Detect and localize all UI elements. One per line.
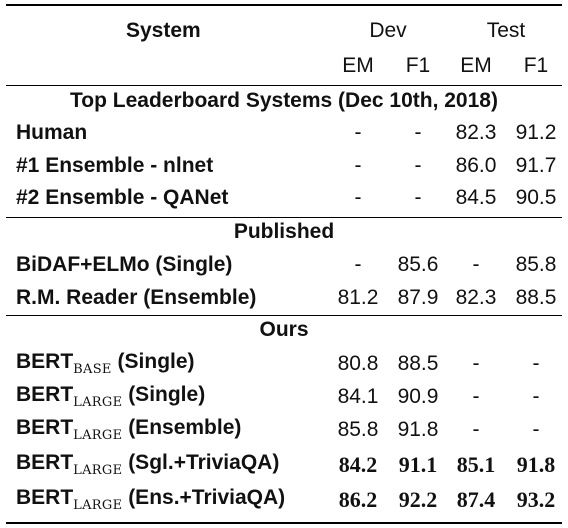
dev-em: - xyxy=(354,120,362,144)
section-published: Published xyxy=(6,215,562,248)
test-f1: 93.2 xyxy=(516,486,556,512)
dev-em: - xyxy=(354,153,362,177)
system-name: #2 Ensemble - QANet xyxy=(16,185,229,209)
header-test-f1: F1 xyxy=(523,53,549,77)
section-title-ours: Ours xyxy=(259,317,309,341)
dev-f1: 88.5 xyxy=(397,351,439,375)
section-ours: Ours xyxy=(6,313,562,346)
header-test-em: EM xyxy=(460,53,492,77)
test-em: 86.0 xyxy=(455,153,497,177)
test-em: 85.1 xyxy=(456,451,496,477)
bottom-rule xyxy=(6,522,562,524)
table-row: BERTLARGE (Ens.+TriviaQA) 86.2 92.2 87.4… xyxy=(6,483,562,516)
test-f1: 90.5 xyxy=(515,185,557,209)
test-em: 87.4 xyxy=(456,486,496,512)
test-f1: 88.5 xyxy=(515,285,557,309)
system-name: BERTLARGE (Single) xyxy=(16,383,206,410)
system-name: BERTBASE (Single) xyxy=(16,350,195,377)
section-title-leaderboard: Top Leaderboard Systems (Dec 10th, 2018) xyxy=(70,88,498,112)
table-row: Human - - 82.3 91.2 xyxy=(6,116,562,149)
table-row: BERTLARGE (Sgl.+TriviaQA) 84.2 91.1 85.1… xyxy=(6,448,562,481)
dev-f1: 90.9 xyxy=(397,384,439,408)
test-em: - xyxy=(472,417,480,441)
test-f1: - xyxy=(532,384,540,408)
dev-f1: - xyxy=(414,153,422,177)
header-dev-em: EM xyxy=(342,53,374,77)
test-f1: 91.7 xyxy=(515,153,557,177)
table-row: #2 Ensemble - QANet - - 84.5 90.5 xyxy=(6,181,562,214)
top-rule xyxy=(6,4,562,6)
test-em: 82.3 xyxy=(455,285,497,309)
system-name: BiDAF+ELMo (Single) xyxy=(16,252,233,276)
header-system: System xyxy=(126,18,201,42)
dev-em: 81.2 xyxy=(337,285,379,309)
header-row-1: System Dev Test xyxy=(6,14,562,47)
test-em: - xyxy=(472,351,480,375)
header-dev: Dev xyxy=(369,18,407,42)
system-name: #1 Ensemble - nlnet xyxy=(16,153,214,177)
dev-f1: 91.1 xyxy=(398,451,438,477)
model-size: LARGE xyxy=(73,463,123,478)
table-row: BiDAF+ELMo (Single) - 85.6 - 85.8 xyxy=(6,248,562,281)
table-row: #1 Ensemble - nlnet - - 86.0 91.7 xyxy=(6,149,562,182)
test-f1: - xyxy=(532,417,540,441)
model-size: LARGE xyxy=(73,498,123,513)
table-row: BERTLARGE (Single) 84.1 90.9 - - xyxy=(6,380,562,413)
dev-f1: 91.8 xyxy=(397,417,439,441)
dev-em: - xyxy=(354,252,362,276)
system-name: BERTLARGE (Ens.+TriviaQA) xyxy=(16,486,286,513)
dev-em: 80.8 xyxy=(337,351,379,375)
test-em: - xyxy=(472,384,480,408)
test-f1: 85.8 xyxy=(515,252,557,276)
dev-f1: - xyxy=(414,120,422,144)
dev-em: 84.1 xyxy=(337,384,379,408)
model-size: LARGE xyxy=(73,395,123,410)
dev-em: - xyxy=(354,185,362,209)
system-name: Human xyxy=(16,120,88,144)
test-em: 82.3 xyxy=(455,120,497,144)
dev-em: 84.2 xyxy=(338,451,378,477)
dev-f1: - xyxy=(414,185,422,209)
model-size: LARGE xyxy=(73,428,123,443)
dev-f1: 87.9 xyxy=(397,285,439,309)
system-name: BERTLARGE (Sgl.+TriviaQA) xyxy=(16,451,280,478)
dev-em: 85.8 xyxy=(337,417,379,441)
header-test: Test xyxy=(486,18,526,42)
header-dev-f1: F1 xyxy=(405,53,431,77)
table-row: BERTLARGE (Ensemble) 85.8 91.8 - - xyxy=(6,413,562,446)
system-name: R.M. Reader (Ensemble) xyxy=(16,285,257,309)
dev-f1: 85.6 xyxy=(397,252,439,276)
system-name: BERTLARGE (Ensemble) xyxy=(16,416,242,443)
section-rule xyxy=(6,315,562,316)
header-row-2: EM F1 EM F1 xyxy=(6,49,562,82)
model-size: BASE xyxy=(73,362,112,377)
test-f1: 91.8 xyxy=(516,451,556,477)
section-leaderboard: Top Leaderboard Systems (Dec 10th, 2018) xyxy=(6,84,562,117)
test-f1: - xyxy=(532,351,540,375)
section-rule xyxy=(6,217,562,218)
section-title-published: Published xyxy=(233,219,335,243)
dev-em: 86.2 xyxy=(338,486,378,512)
header-rule xyxy=(6,85,562,86)
table-row: R.M. Reader (Ensemble) 81.2 87.9 82.3 88… xyxy=(6,281,562,314)
test-em: - xyxy=(472,252,480,276)
test-f1: 91.2 xyxy=(515,120,557,144)
dev-f1: 92.2 xyxy=(398,486,438,512)
table-row: BERTBASE (Single) 80.8 88.5 - - xyxy=(6,347,562,380)
test-em: 84.5 xyxy=(455,185,497,209)
